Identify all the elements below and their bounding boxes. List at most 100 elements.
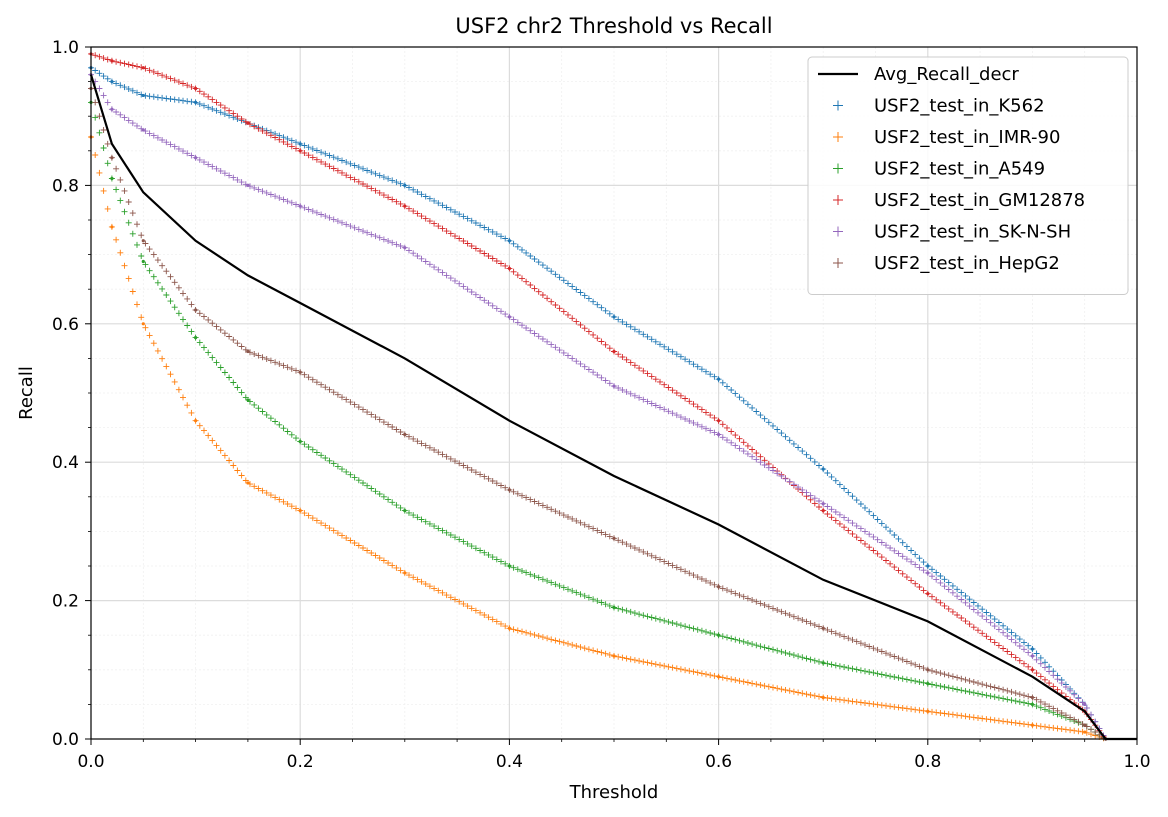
major-grid [91, 47, 1137, 739]
data-point [821, 661, 825, 665]
y-tick-label: 0.6 [52, 315, 79, 335]
data-point [507, 564, 511, 568]
data-point [926, 592, 930, 596]
data-point [141, 259, 145, 264]
x-tick-label: 0.6 [705, 752, 732, 772]
data-point [1030, 695, 1034, 700]
legend: Avg_Recall_decr USF2_test_in_K562 USF2_tes… [807, 56, 1129, 295]
data-point [821, 626, 825, 630]
chart-title: USF2 chr2 Threshold vs Recall [455, 14, 772, 38]
y-tick-label: 0.4 [52, 453, 79, 473]
legend-label: USF2_test_in_HepG2 [874, 253, 1060, 274]
data-point [507, 315, 511, 319]
legend-box [807, 56, 1129, 295]
legend-marker-icon [833, 258, 843, 268]
data-point [821, 695, 825, 700]
data-point [194, 100, 198, 104]
data-point [926, 668, 930, 672]
data-point [246, 398, 250, 402]
data-point [926, 709, 930, 713]
legend-marker-icon [833, 226, 843, 237]
series-USF2_test_in_SK-N-SH [88, 71, 1108, 741]
data-point [1030, 723, 1034, 727]
data-point [110, 156, 114, 160]
y-tick-label: 0.2 [52, 592, 79, 612]
data-point [141, 128, 145, 132]
data-point [194, 419, 198, 423]
y-tick-label: 0.0 [52, 730, 79, 750]
data-point [717, 419, 721, 423]
data-point [717, 432, 721, 437]
data-point [110, 59, 114, 63]
data-point [612, 349, 616, 354]
data-point [717, 377, 721, 381]
data-point [246, 349, 250, 354]
data-point [612, 384, 616, 388]
data-point [298, 509, 302, 513]
data-point [1083, 702, 1087, 707]
data-point [298, 142, 302, 146]
series-line-Avg_Recall_decr [89, 74, 1137, 741]
data-point [403, 571, 407, 575]
x-axis-label: Threshold [569, 782, 659, 803]
series-USF2_test_in_A549 [88, 99, 1108, 741]
data-point [298, 204, 302, 208]
y-tick-label: 0.8 [52, 176, 79, 196]
x-tick-label: 0.2 [287, 752, 314, 772]
data-point [110, 176, 114, 181]
data-point [717, 585, 721, 589]
data-point [298, 370, 302, 374]
legend-label: USF2_test_in_IMR-90 [874, 127, 1060, 148]
data-point [821, 509, 825, 513]
data-point [403, 204, 407, 208]
legend-marker-icon [833, 132, 843, 142]
x-tick-label: 0.4 [496, 752, 523, 772]
y-axis-label: Recall [16, 366, 37, 420]
data-point [246, 121, 250, 125]
data-point [246, 183, 250, 187]
data-point [194, 86, 198, 91]
data-point [141, 322, 145, 326]
data-point [821, 467, 825, 471]
data-point [507, 266, 511, 271]
data-point [194, 336, 198, 340]
legend-label: USF2_test_in_GM12878 [874, 190, 1085, 211]
data-point [110, 80, 114, 84]
data-point [403, 246, 407, 250]
minor-grid [91, 47, 1137, 739]
legend-marker-icon [833, 100, 843, 111]
data-point [298, 439, 302, 444]
data-point [1083, 723, 1087, 727]
legend-marker-icon [833, 195, 843, 205]
data-point [1030, 654, 1034, 658]
y-axis: 0.0 0.2 0.4 0.6 0.8 1.0 [52, 38, 91, 750]
data-point [926, 571, 930, 575]
x-tick-label: 1.0 [1123, 752, 1150, 772]
data-point [403, 509, 407, 513]
data-point [1030, 702, 1034, 707]
data-point [507, 239, 511, 243]
legend-label: USF2_test_in_K562 [874, 96, 1045, 117]
data-point [403, 432, 407, 437]
x-axis: 0.0 0.2 0.4 0.6 0.8 1.0 [77, 739, 1151, 772]
data-point [507, 626, 511, 630]
data-point [298, 149, 302, 153]
data-point [507, 488, 511, 492]
legend-label: USF2_test_in_A549 [874, 159, 1045, 180]
x-tick-label: 0.8 [914, 752, 941, 772]
data-point [612, 654, 616, 658]
x-tick-label: 0.0 [77, 752, 104, 772]
data-point [1030, 647, 1034, 651]
legend-marker-icon [833, 163, 843, 174]
data-point [612, 536, 616, 540]
data-point [821, 502, 825, 506]
plot-area [88, 50, 1137, 742]
data-point [141, 66, 145, 70]
data-point [141, 239, 145, 243]
data-point [612, 315, 616, 319]
data-point [194, 308, 198, 312]
y-tick-label: 1.0 [52, 38, 79, 58]
data-point [926, 682, 930, 686]
data-point [110, 225, 114, 229]
data-point [612, 605, 616, 610]
